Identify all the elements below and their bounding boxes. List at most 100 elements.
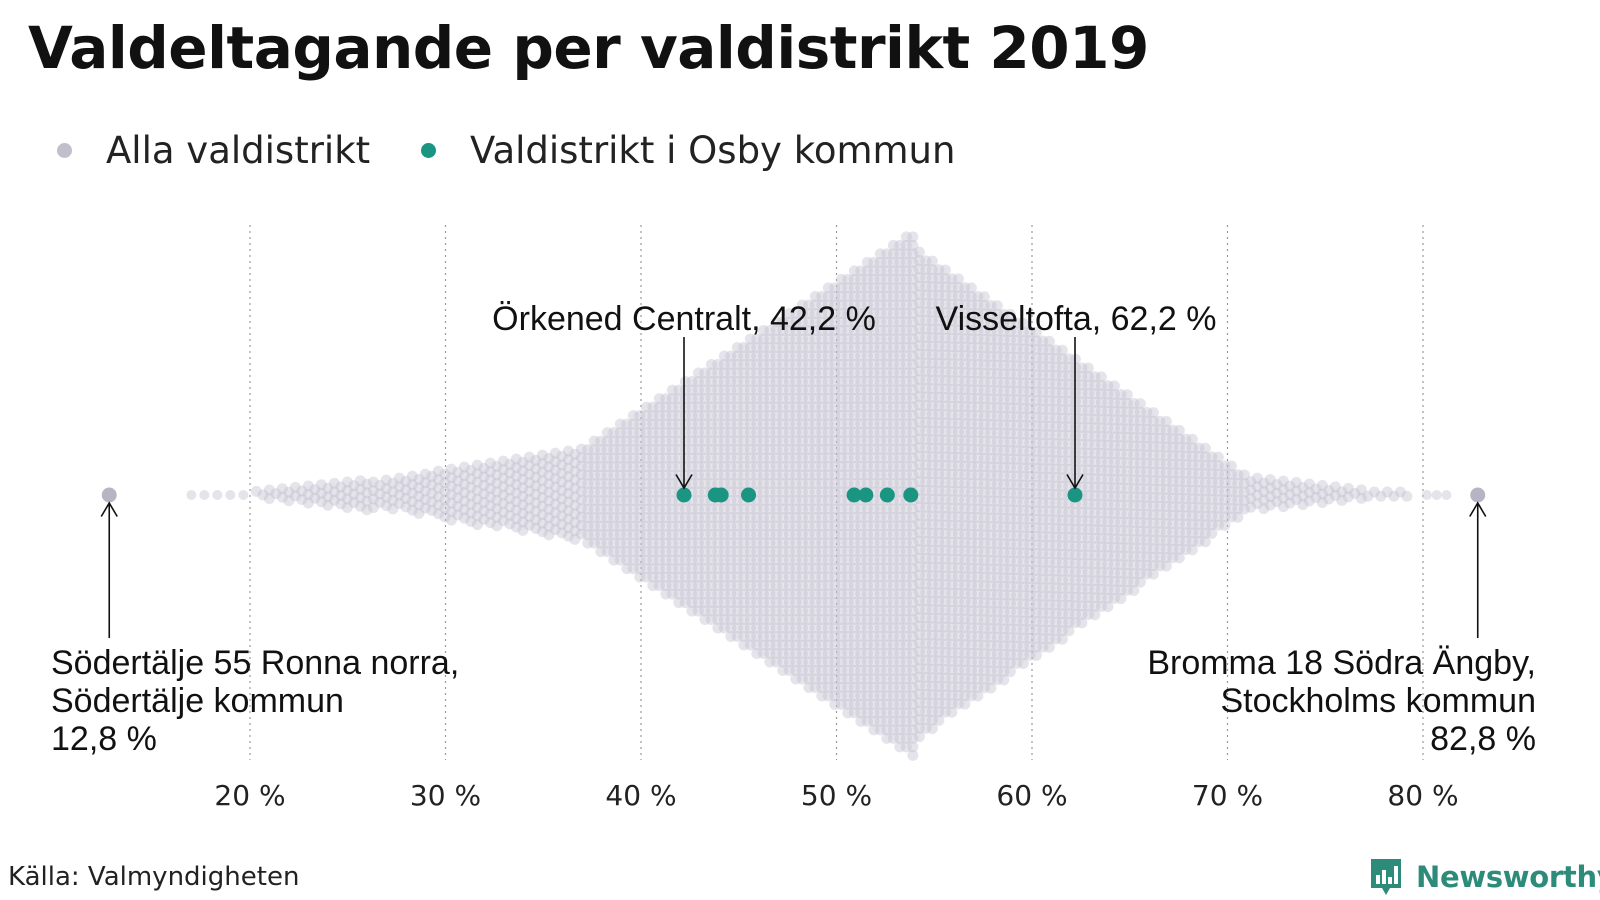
swarm-point (627, 469, 639, 481)
swarm-point (842, 690, 854, 702)
swarm-point (881, 554, 893, 566)
swarm-point (445, 506, 457, 518)
swarm-point (894, 248, 906, 260)
swarm-point (809, 545, 821, 557)
swarm-point (809, 554, 821, 566)
swarm-point (582, 461, 594, 473)
swarm-point (796, 605, 808, 617)
swarm-point (796, 358, 808, 370)
swarm-point (686, 401, 698, 413)
swarm-point (835, 494, 847, 506)
swarm-point (627, 410, 639, 422)
swarm-point (783, 647, 795, 659)
swarm-point (751, 443, 763, 455)
swarm-point (660, 486, 672, 498)
swarm-point (569, 525, 581, 537)
swarm-point (491, 469, 503, 481)
swarm-point (770, 384, 782, 396)
swarm-point (822, 324, 834, 336)
swarm-point (887, 358, 899, 370)
swarm-point (751, 367, 763, 379)
swarm-point (289, 481, 301, 493)
swarm-point (829, 392, 841, 404)
swarm-point (868, 707, 880, 719)
source-note: Källa: Valmyndigheten (8, 862, 300, 892)
swarm-point (835, 647, 847, 659)
swarm-point (783, 426, 795, 438)
swarm-point (751, 469, 763, 481)
swarm-point (621, 563, 633, 575)
swarm-point (881, 588, 893, 600)
swarm-point (855, 639, 867, 651)
swarm-point (699, 580, 711, 592)
swarm-point (861, 273, 873, 285)
swarm-point (855, 460, 867, 472)
swarm-point (666, 410, 678, 422)
swarm-point (835, 316, 847, 328)
swarm-point (751, 554, 763, 566)
swarm-point (822, 494, 834, 506)
swarm-point (783, 520, 795, 532)
swarm-point (881, 299, 893, 311)
swarm-point (809, 639, 821, 651)
swarm-point (283, 486, 295, 498)
swarm-point (679, 580, 691, 592)
swarm-point (751, 545, 763, 557)
swarm-point (757, 409, 769, 421)
swarm-point (848, 503, 860, 515)
swarm-point (842, 673, 854, 685)
swarm-point (588, 537, 600, 549)
swarm-point (484, 491, 496, 503)
swarm-point (803, 418, 815, 430)
swarm-point (757, 358, 769, 370)
swarm-point (835, 656, 847, 668)
swarm-point (731, 410, 743, 422)
swarm-point (673, 537, 685, 549)
swarm-point (796, 435, 808, 447)
swarm-point (744, 588, 756, 600)
swarm-point (881, 401, 893, 413)
swarm-point (809, 333, 821, 345)
swarm-point (822, 579, 834, 591)
swarm-point (855, 681, 867, 693)
swarm-point (699, 614, 711, 626)
swarm-point (829, 656, 841, 668)
swarm-point (829, 469, 841, 481)
swarm-point (783, 511, 795, 523)
swarm-point (738, 512, 750, 524)
swarm-point (731, 444, 743, 456)
swarm-point (445, 514, 457, 526)
swarm-point (705, 614, 717, 626)
swarm-point (725, 614, 737, 626)
swarm-point (556, 527, 568, 539)
swarm-point (764, 647, 776, 659)
swarm-point (874, 664, 886, 676)
swarm-point (556, 484, 568, 496)
swarm-point (666, 588, 678, 600)
swarm-point (764, 375, 776, 387)
swarm-point (731, 452, 743, 464)
swarm-point (881, 273, 893, 285)
swarm-point (887, 698, 899, 710)
swarm-point (861, 613, 873, 625)
swarm-point (634, 554, 646, 566)
swarm-point (621, 546, 633, 558)
swarm-point (738, 401, 750, 413)
swarm-point (744, 639, 756, 651)
swarm-point (816, 460, 828, 472)
swarm-point (627, 444, 639, 456)
swarm-point (777, 622, 789, 634)
swarm-point (426, 479, 438, 491)
swarm-point (595, 469, 607, 481)
swarm-point (679, 427, 691, 439)
swarm-point (822, 596, 834, 608)
swarm-point (575, 452, 587, 464)
swarm-point (868, 639, 880, 651)
swarm-point (829, 316, 841, 328)
swarm-points (186, 231, 1452, 761)
swarm-point (699, 367, 711, 379)
swarm-point (874, 341, 886, 353)
swarm-point (887, 545, 899, 557)
swarm-point (796, 333, 808, 345)
swarm-point (705, 469, 717, 481)
